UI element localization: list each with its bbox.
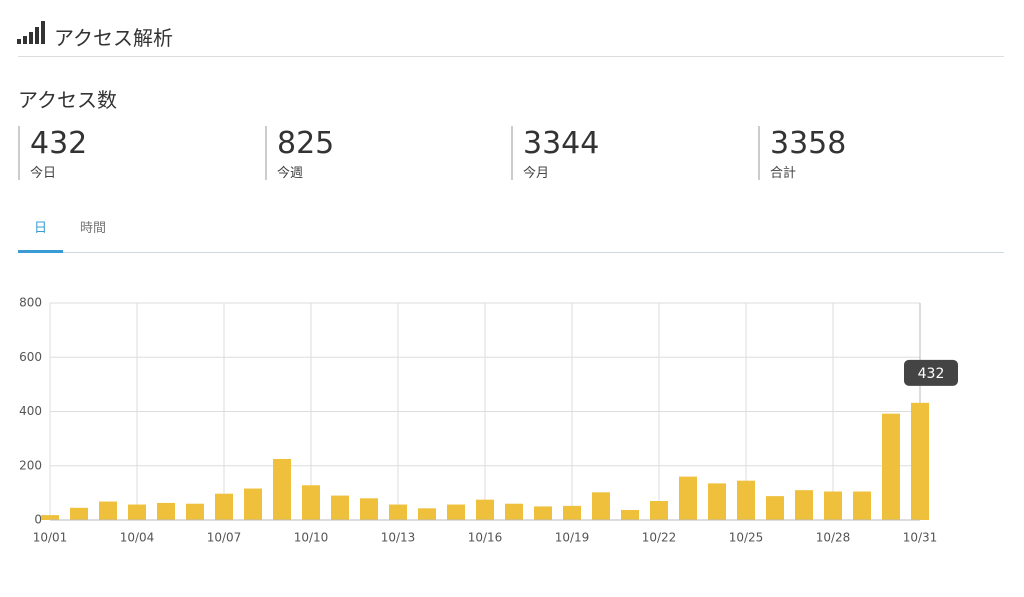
bar: [447, 504, 465, 520]
bar: [795, 490, 813, 520]
bar: [99, 501, 117, 520]
header-icon: [17, 21, 45, 44]
x-tick-label: 10/25: [729, 531, 764, 545]
bar: [679, 476, 697, 520]
chart: 0 200 400 600 800 10/01 10/04 10/07 10/10 10/13 10…: [19, 296, 958, 545]
x-tick-label: 10/07: [207, 531, 242, 545]
bar: [911, 402, 929, 520]
stat-value: 3358: [770, 126, 847, 161]
x-tick-label: 10/04: [120, 531, 155, 545]
y-tick-label: 800: [19, 296, 42, 310]
tabs: 日 時間: [18, 206, 1004, 253]
tooltip-label: 432: [918, 366, 945, 382]
stat-value: 432: [30, 126, 88, 161]
x-tick-label: 10/19: [555, 531, 590, 545]
bar: [708, 483, 726, 520]
x-tick-label: 10/31: [903, 531, 938, 545]
x-tick-label: 10/16: [468, 531, 503, 545]
y-tick-label: 0: [34, 513, 42, 527]
bar: [418, 508, 436, 520]
tab[interactable]: 時間: [79, 221, 106, 236]
bar: [41, 515, 59, 520]
x-tick-label: 10/22: [642, 531, 677, 545]
bar: [534, 506, 552, 520]
tab[interactable]: 日: [18, 206, 63, 253]
x-tick-label: 10/13: [381, 531, 416, 545]
stat-value: 3344: [523, 126, 600, 161]
stat-label: 今週: [277, 166, 304, 181]
bar: [302, 485, 320, 520]
stat-label: 合計: [770, 166, 797, 181]
y-tick-label: 600: [19, 350, 42, 364]
bar: [186, 503, 204, 520]
bar: [476, 499, 494, 520]
stat: 3358 合計: [758, 126, 847, 181]
y-tick-label: 400: [19, 404, 42, 418]
bar: [389, 504, 407, 520]
stat-value: 825: [277, 126, 335, 161]
header-title: アクセス解析: [54, 26, 173, 50]
bar: [273, 458, 291, 520]
bar: [592, 492, 610, 520]
stat-label: 今日: [30, 166, 57, 181]
bar: [766, 496, 784, 520]
bar: [824, 491, 842, 520]
bar: [157, 502, 175, 520]
divider: [18, 56, 1004, 57]
bar: [737, 480, 755, 520]
bar: [853, 491, 871, 520]
bar: [128, 504, 146, 520]
bar: [215, 493, 233, 520]
section-title: アクセス数: [18, 88, 117, 112]
bar: [360, 498, 378, 520]
bar: [505, 503, 523, 520]
stat: 432 今日: [18, 126, 88, 181]
x-tick-label: 10/28: [816, 531, 851, 545]
bar: [331, 495, 349, 520]
bar: [621, 509, 639, 520]
tooltip: [904, 359, 958, 386]
x-tick-label: 10/10: [294, 531, 329, 545]
stat: 3344 今月: [511, 126, 600, 181]
y-tick-label: 200: [19, 458, 42, 472]
bar: [70, 507, 88, 520]
stat-label: 今月: [523, 166, 550, 181]
bar: [244, 488, 262, 520]
bar: [563, 505, 581, 520]
bar: [650, 501, 668, 520]
stat: 825 今週: [265, 126, 335, 181]
x-tick-label: 10/01: [33, 531, 68, 545]
bar: [882, 413, 900, 520]
